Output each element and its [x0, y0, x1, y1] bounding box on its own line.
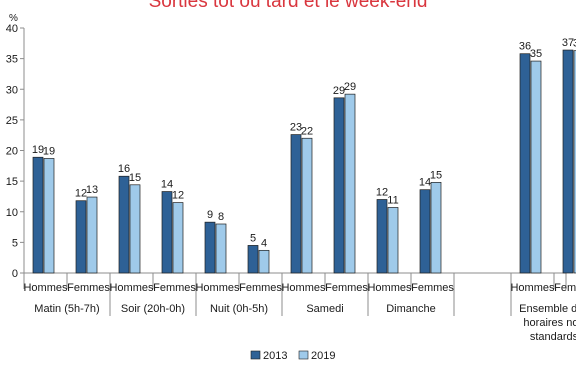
- y-tick-label: 20: [6, 146, 18, 158]
- x-group-label: Dimanche: [386, 303, 436, 315]
- bar: [290, 134, 302, 274]
- bar: [519, 53, 531, 274]
- bar-value-label: 8: [218, 211, 224, 223]
- x-group-label: Soir (20h-0h): [121, 303, 185, 315]
- bar-value-label: 23: [290, 122, 302, 134]
- bar-value-label: 16: [118, 163, 130, 175]
- x-group-label: Matin (5h-7h): [34, 303, 99, 315]
- bar-value-label: 12: [75, 188, 87, 200]
- bar-value-label: 11: [387, 194, 398, 206]
- bar-value-label: 19: [32, 144, 44, 156]
- x-group-label: Ensemble des: [519, 303, 576, 315]
- bar-value-label: 5: [250, 232, 256, 244]
- y-tick-label: 10: [6, 207, 18, 219]
- legend-label: 2013: [263, 350, 287, 362]
- bar-value-label: 12: [172, 190, 184, 202]
- bar-value-label: 12: [376, 187, 388, 199]
- bar-value-label: 37: [562, 37, 574, 49]
- bar: [86, 196, 98, 274]
- bar-value-label: 36: [519, 41, 531, 53]
- x-category-label: Hommes: [367, 282, 412, 294]
- bar: [118, 175, 130, 274]
- x-category-label: Hommes: [510, 282, 555, 294]
- y-tick-label: 15: [6, 176, 18, 188]
- bar: [376, 199, 388, 274]
- bar-value-label: 37: [573, 38, 576, 50]
- legend-swatch: [250, 350, 261, 360]
- bar: [344, 93, 356, 274]
- bar-value-label: 29: [344, 81, 356, 93]
- y-tick-label: 5: [12, 237, 18, 249]
- y-tick-label: 30: [6, 84, 18, 96]
- bar: [204, 221, 216, 274]
- plot-area: 05101520253035401919Hommes1213FemmesMati…: [6, 23, 576, 362]
- x-group-label: Nuit (0h-5h): [210, 303, 268, 315]
- bar: [387, 207, 399, 274]
- bar-value-label: 13: [86, 184, 98, 196]
- bar-value-label: 9: [207, 209, 213, 221]
- legend-swatch: [298, 350, 309, 360]
- bar-value-label: 22: [301, 125, 313, 137]
- bar: [530, 60, 542, 274]
- y-tick-label: 35: [6, 54, 18, 66]
- x-category-label: Femmes: [325, 282, 368, 294]
- bar-value-label: 19: [43, 145, 55, 157]
- bar-value-label: 15: [129, 172, 141, 184]
- y-axis-unit: %: [9, 13, 18, 24]
- chart-title: Sorties tôt ou tard et le week-end: [149, 0, 428, 12]
- bar: [129, 184, 141, 274]
- y-tick-label: 25: [6, 115, 18, 127]
- bar-value-label: 15: [430, 169, 442, 181]
- x-category-label: Femmes: [67, 282, 110, 294]
- legend-label: 2019: [311, 350, 335, 362]
- bar: [430, 182, 442, 274]
- bar: [573, 50, 576, 274]
- bar: [301, 137, 313, 274]
- bar: [419, 189, 431, 274]
- bar: [247, 245, 259, 274]
- bar: [43, 158, 55, 274]
- bar-value-label: 14: [419, 177, 431, 189]
- x-category-label: Hommes: [195, 282, 240, 294]
- bar: [32, 156, 44, 274]
- bar: [161, 191, 173, 274]
- bar: [75, 200, 87, 274]
- bar: [172, 202, 184, 274]
- bar: [215, 223, 227, 274]
- x-group-label: standards: [530, 331, 576, 343]
- x-category-label: Hommes: [109, 282, 154, 294]
- x-category-label: Femmes: [153, 282, 196, 294]
- y-tick-label: 40: [6, 23, 18, 35]
- x-category-label: Femmes: [554, 282, 576, 294]
- y-tick-label: 0: [12, 268, 18, 280]
- x-category-label: Femmes: [239, 282, 282, 294]
- bar: [562, 49, 574, 274]
- bar-value-label: 29: [333, 85, 345, 97]
- x-category-label: Hommes: [281, 282, 326, 294]
- x-group-label: Samedi: [306, 303, 343, 315]
- bar-value-label: 4: [261, 237, 267, 249]
- x-category-label: Femmes: [411, 282, 454, 294]
- x-group-label: horaires non: [523, 317, 576, 329]
- bar-value-label: 35: [530, 48, 542, 60]
- bar: [333, 97, 345, 274]
- bar: [258, 249, 270, 274]
- bar-value-label: 14: [161, 179, 173, 191]
- x-category-label: Hommes: [23, 282, 68, 294]
